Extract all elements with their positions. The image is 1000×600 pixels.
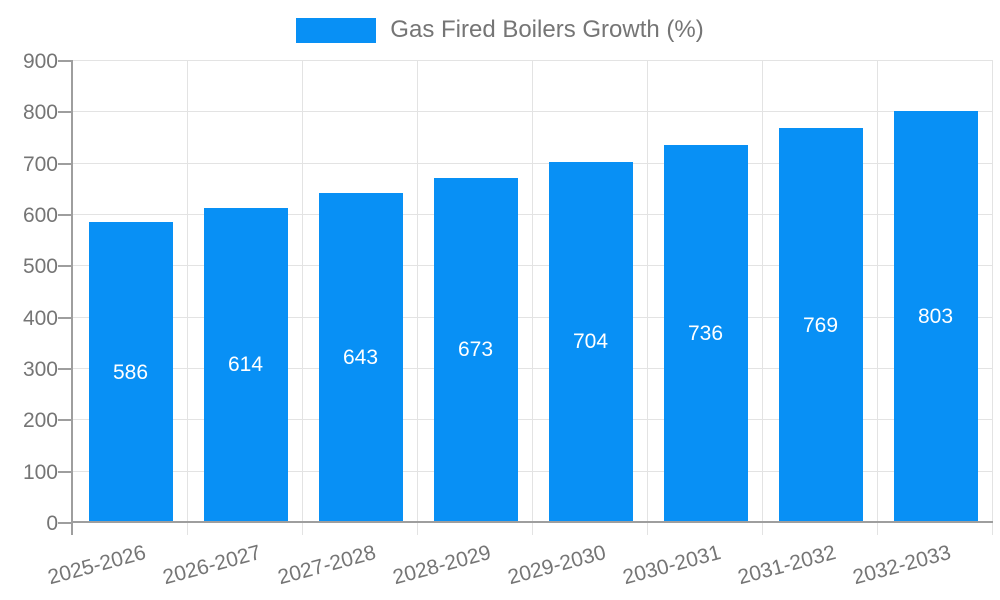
bar: 586 <box>88 222 173 523</box>
bar-value-label: 673 <box>457 338 494 362</box>
y-tick-mark <box>58 316 73 319</box>
y-axis-line <box>71 61 73 535</box>
bar: 673 <box>433 177 518 523</box>
y-tick-mark <box>58 60 73 62</box>
x-gridline <box>992 61 993 535</box>
y-tick-label: 600 <box>22 204 58 227</box>
y-tick-label: 200 <box>22 409 58 433</box>
x-tick-label: 2031-2032 <box>735 541 839 590</box>
y-tick-label: 300 <box>22 358 58 381</box>
x-gridline <box>302 61 303 535</box>
bar-value-label: 704 <box>572 330 609 354</box>
y-tick-mark <box>58 522 73 524</box>
bar: 736 <box>663 145 748 523</box>
bar-value-label: 643 <box>342 345 379 369</box>
x-gridline <box>877 61 878 535</box>
y-tick-mark <box>58 111 73 114</box>
y-tick-label: 100 <box>22 460 58 484</box>
x-tick-label: 2032-2033 <box>850 541 954 590</box>
y-gridline <box>73 111 993 113</box>
legend-label: Gas Fired Boilers Growth (%) <box>390 16 704 43</box>
bar-value-label: 736 <box>687 322 724 346</box>
x-tick-label: 2028-2029 <box>390 541 494 590</box>
x-gridline <box>187 61 188 535</box>
bar: 614 <box>203 207 288 523</box>
y-gridline <box>73 368 993 369</box>
y-gridline <box>73 60 993 61</box>
y-gridline <box>73 162 993 164</box>
y-gridline <box>73 470 993 472</box>
x-gridline <box>762 61 763 535</box>
y-tick-label: 500 <box>22 255 58 279</box>
plot-area: 586 614 643 673 704 736 769 803 <box>58 60 993 535</box>
chart-legend[interactable]: Gas Fired Boilers Growth (%) <box>0 16 1000 44</box>
y-tick-label: 400 <box>22 306 58 330</box>
x-gridline <box>532 61 533 535</box>
bar: 803 <box>893 110 978 523</box>
x-gridline <box>417 61 418 535</box>
bar: 643 <box>318 192 403 523</box>
legend-swatch <box>296 17 377 43</box>
y-tick-label: 0 <box>46 512 58 535</box>
y-tick-mark <box>58 214 73 216</box>
x-tick-label: 2027-2028 <box>275 541 379 590</box>
x-axis-line <box>71 521 993 523</box>
bar-value-label: 586 <box>112 360 149 384</box>
y-gridline <box>73 265 993 267</box>
y-tick-mark <box>58 470 73 473</box>
bar-value-label: 803 <box>917 304 954 328</box>
y-gridline <box>73 419 993 421</box>
y-tick-mark <box>58 368 73 370</box>
bar: 704 <box>548 161 633 523</box>
y-tick-mark <box>58 265 73 268</box>
x-tick-label: 2030-2031 <box>620 541 724 590</box>
x-tick-label: 2025-2026 <box>45 541 149 590</box>
x-gridline <box>647 61 648 535</box>
y-tick-mark <box>58 162 73 165</box>
y-gridline <box>73 316 993 318</box>
x-tick-label: 2029-2030 <box>505 541 609 590</box>
y-tick-label: 700 <box>22 152 58 176</box>
y-tick-label: 900 <box>22 50 58 73</box>
y-gridline <box>73 214 993 215</box>
bar-value-label: 614 <box>227 353 264 377</box>
y-tick-mark <box>58 419 73 422</box>
x-tick-label: 2026-2027 <box>160 541 264 590</box>
bar-value-label: 769 <box>802 313 839 337</box>
bar: 769 <box>778 128 863 523</box>
y-tick-label: 800 <box>22 101 58 125</box>
